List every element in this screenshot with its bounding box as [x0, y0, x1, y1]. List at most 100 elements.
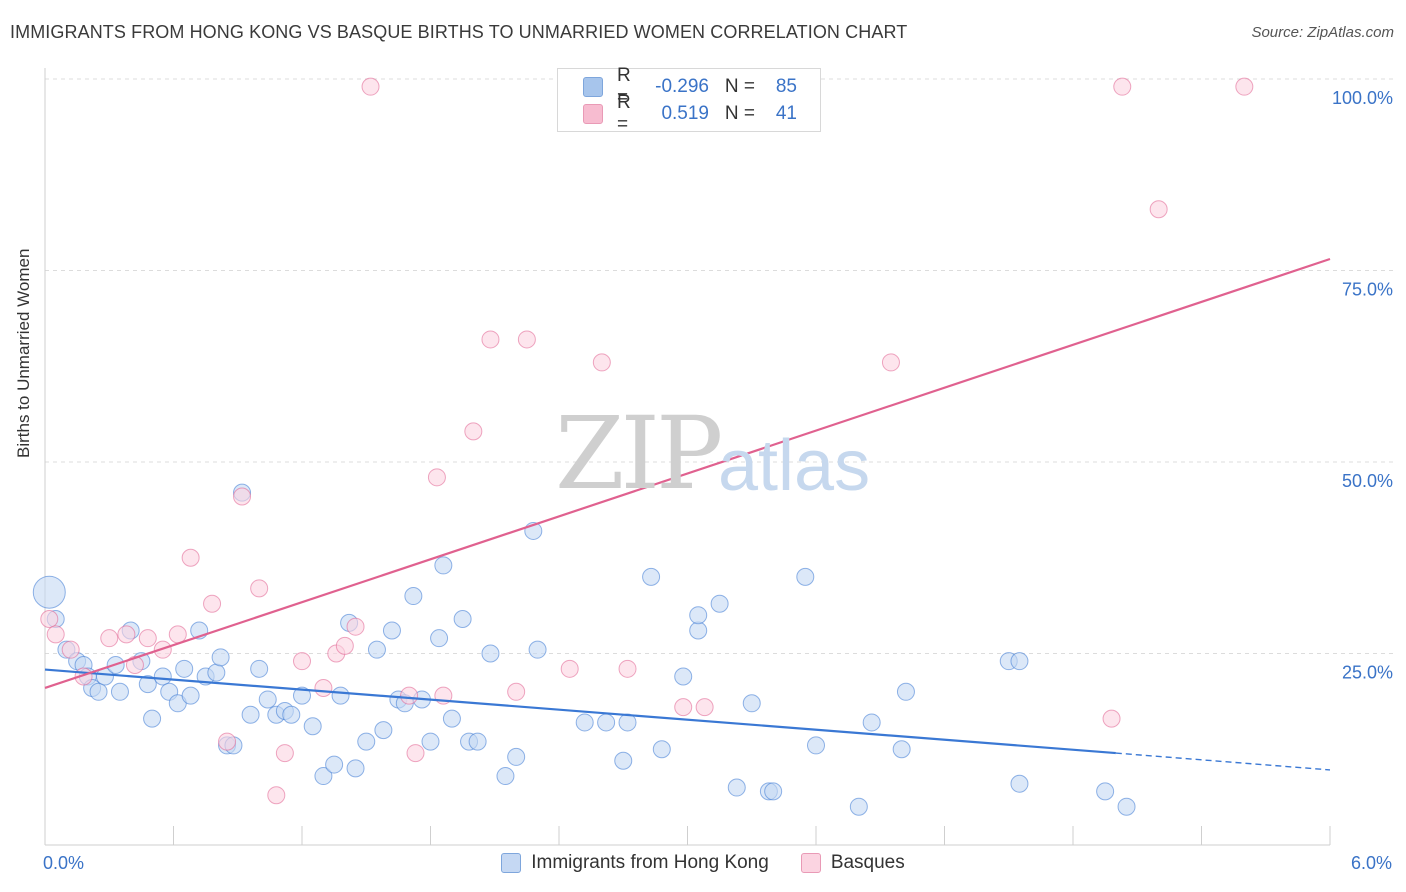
hong-kong-point — [1117, 797, 1136, 816]
basques-point — [293, 652, 311, 671]
stat-row-hong-kong: R = -0.296 N = 85 — [558, 65, 797, 108]
hong-kong-point — [796, 567, 815, 586]
hong-kong-point — [597, 713, 616, 732]
basques-point — [560, 659, 579, 678]
hong-kong-point — [241, 705, 260, 724]
y-tick-label: 25.0% — [1342, 663, 1393, 683]
basques-point — [267, 786, 286, 805]
hong-kong-point — [207, 663, 226, 682]
hong-kong-point — [481, 644, 500, 663]
hong-kong-point — [382, 621, 401, 640]
basques-point — [138, 629, 157, 648]
basques-point — [674, 698, 693, 717]
trend-lines — [44, 257, 1331, 771]
hong-kong-point — [325, 755, 344, 774]
n-label: N = — [724, 103, 755, 124]
n-label: N = — [724, 76, 755, 97]
basques-point — [40, 610, 59, 629]
basques-point — [168, 625, 187, 644]
r-value: 0.519 — [661, 103, 709, 124]
hong-kong-point — [674, 667, 693, 686]
x-tick-label-max: 6.0% — [1350, 853, 1392, 873]
basques-point — [203, 594, 222, 613]
hong-kong-point — [862, 713, 881, 732]
basques-point — [592, 353, 611, 372]
r-label: R = — [617, 65, 631, 108]
n-value: 85 — [775, 76, 797, 97]
basques-point — [335, 636, 354, 655]
hong-kong-point — [849, 797, 868, 816]
watermark-atlas: atlas — [718, 426, 871, 506]
hong-kong-point — [374, 721, 393, 740]
hong-kong-point — [367, 640, 386, 659]
basques-point — [695, 698, 714, 717]
hong-kong-legend-swatch — [501, 853, 522, 873]
hong-kong-swatch — [583, 77, 603, 97]
basques-point — [218, 732, 237, 751]
hong-kong-point — [614, 751, 633, 770]
y-tick-label: 75.0% — [1342, 280, 1393, 300]
hong-kong-point — [282, 705, 301, 724]
hong-kong-point — [211, 648, 230, 667]
hong-kong-point — [892, 740, 911, 759]
basques-point — [1149, 200, 1168, 219]
basques-point — [406, 744, 425, 763]
hong-kong-point — [110, 682, 129, 701]
basques-point — [181, 548, 200, 567]
hong-kong-point — [357, 732, 376, 751]
hong-kong-point — [652, 740, 671, 759]
basques-legend-swatch — [800, 853, 821, 873]
basques-swatch — [583, 104, 603, 124]
hong-kong-point — [507, 747, 526, 766]
basques-point — [346, 617, 365, 636]
legend-item-hong-kong[interactable]: Immigrants from Hong Kong — [501, 852, 769, 874]
hong-kong-point — [430, 629, 449, 648]
y-tick-labels: 25.0% 50.0% 75.0% 100.0% — [1332, 88, 1393, 683]
hong-kong-point — [175, 659, 194, 678]
hong-kong-point — [303, 717, 322, 736]
basques-point — [46, 625, 65, 644]
basques-point — [233, 487, 252, 506]
hong-kong-point — [689, 621, 708, 640]
y-tick-label: 50.0% — [1342, 471, 1393, 491]
legend-item-basques[interactable]: Basques — [800, 852, 905, 874]
hong-kong-point — [764, 782, 783, 801]
watermark-zip: ZIP — [555, 395, 723, 512]
hong-kong-point — [314, 767, 333, 786]
hong-kong-trend-line — [44, 668, 1116, 755]
basques-point — [125, 655, 144, 674]
hong-kong-point — [143, 709, 162, 728]
hong-kong-point — [138, 675, 157, 694]
hong-kong-point — [468, 732, 487, 751]
basques-point — [314, 678, 333, 697]
hong-kong-point — [896, 682, 915, 701]
hong-kong-point — [642, 567, 661, 586]
hong-kong-point — [293, 686, 311, 705]
basques-point — [1235, 77, 1254, 96]
n-value: 41 — [775, 103, 797, 124]
basques-point — [1113, 77, 1132, 96]
basques-point — [464, 422, 483, 441]
legend-label: Immigrants from Hong Kong — [531, 852, 769, 873]
hong-kong-point — [807, 736, 825, 755]
basques-point — [481, 330, 500, 349]
r-value: -0.296 — [655, 76, 709, 97]
basques-point — [361, 77, 380, 96]
axes — [44, 68, 1331, 846]
hong-kong-point — [710, 594, 729, 613]
basques-point — [275, 744, 294, 763]
hong-kong-point — [404, 587, 423, 606]
basques-point — [250, 579, 269, 598]
x-tick-label-min: 0.0% — [43, 853, 85, 873]
hong-kong-point — [153, 667, 172, 686]
hong-kong-point — [1096, 782, 1115, 801]
hong-kong-point — [421, 732, 440, 751]
basques-point — [100, 629, 119, 648]
basques-point — [117, 625, 136, 644]
hong-kong-point — [434, 556, 453, 575]
correlation-stats-box: R = -0.296 N = 85 R = 0.519 N = 41 — [557, 65, 821, 135]
hong-kong-point — [89, 682, 108, 701]
basques-point — [61, 640, 80, 659]
y-axis-label: Births to Unmarried Women — [14, 248, 33, 458]
